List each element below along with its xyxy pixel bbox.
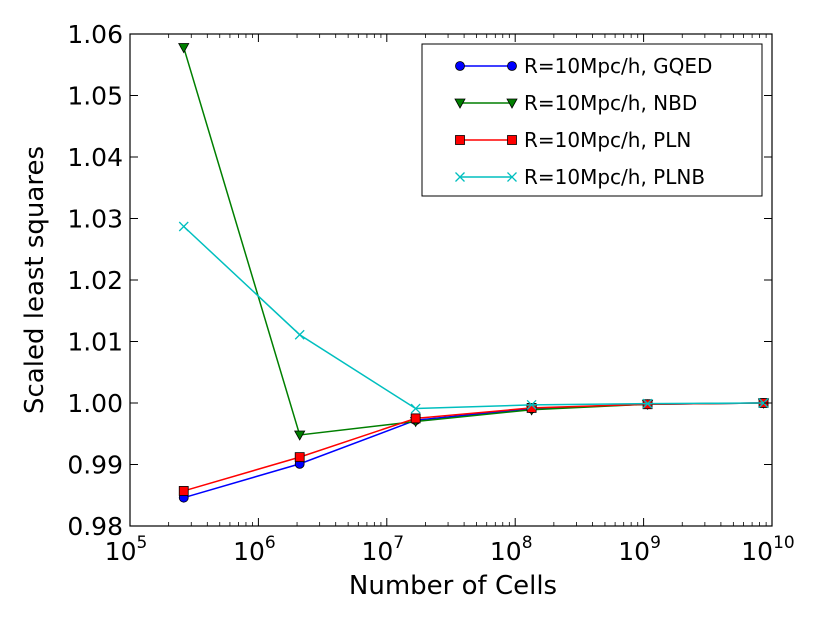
legend-label: R=10Mpc/h, GQED (524, 54, 712, 78)
x-tick-label: 108 (490, 533, 533, 566)
data-point (178, 486, 189, 496)
y-tick-label: 1.05 (67, 82, 123, 111)
axes-layer: 0.98 0.99 1.00 1.01 1.02 1.03 1.04 1.05 1.06 105 1… (67, 20, 794, 566)
legend-marker (454, 98, 466, 109)
x-tick-label: 109 (618, 533, 661, 566)
y-tick-label: 1.04 (67, 143, 123, 172)
y-tick-label: 0.99 (67, 451, 123, 480)
x-tick-label: 1010 (741, 533, 794, 566)
y-axis-label: Scaled least squares (20, 146, 50, 414)
x-tick-label: 106 (233, 533, 276, 566)
legend-marker (507, 135, 517, 145)
data-point (410, 413, 421, 424)
x-tick-label: 105 (105, 533, 148, 566)
data-point (294, 329, 305, 340)
legend-marker (507, 172, 517, 182)
legend-marker (507, 61, 517, 71)
data-point (526, 399, 537, 410)
x-axis-label: Number of Cells (349, 571, 557, 601)
y-tick-label: 0.98 (67, 512, 123, 541)
legend-box (421, 43, 763, 197)
legend-marker (455, 172, 465, 182)
legend: R=10Mpc/h, GQED R=10Mpc/h, NBD R=10Mpc/h, … (421, 43, 763, 197)
legend-label: R=10Mpc/h, PLNB (524, 165, 705, 189)
series-line (183, 225, 764, 410)
x-tick-label: 107 (361, 533, 404, 566)
data-point (758, 398, 769, 408)
series-4 (178, 221, 769, 414)
legend-marker (455, 135, 465, 145)
y-tick-label: 1.01 (67, 328, 123, 357)
legend-label: R=10Mpc/h, NBD (524, 91, 697, 115)
data-point (178, 43, 190, 54)
legend-entry-2: R=10Mpc/h, NBD (454, 91, 697, 115)
data-point (294, 430, 306, 441)
y-tick-label: 1.06 (67, 20, 123, 49)
data-point (526, 403, 537, 413)
legend-entry-4: R=10Mpc/h, PLNB (455, 165, 705, 189)
y-tick-label: 1.00 (67, 389, 123, 418)
legend-marker (455, 61, 465, 71)
y-tick-label: 1.02 (67, 266, 123, 295)
data-point (410, 403, 421, 414)
legend-entry-3: R=10Mpc/h, PLN (455, 128, 691, 152)
legend-label: R=10Mpc/h, PLN (524, 128, 691, 152)
data-point (178, 221, 189, 232)
series-layer (178, 43, 770, 503)
legend-entry-1: R=10Mpc/h, GQED (455, 54, 712, 78)
y-tick-label: 1.03 (67, 205, 123, 234)
legend-marker (506, 98, 518, 109)
data-point (294, 452, 305, 463)
data-point (642, 398, 653, 409)
